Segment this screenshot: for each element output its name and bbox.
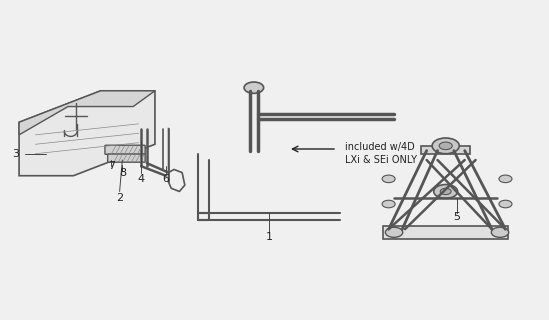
Circle shape (491, 227, 509, 237)
Bar (421, 146, 470, 154)
Circle shape (244, 82, 264, 93)
Polygon shape (19, 91, 155, 176)
Text: 8: 8 (119, 168, 126, 178)
Circle shape (432, 138, 460, 154)
Text: 1: 1 (266, 232, 272, 242)
Text: 5: 5 (453, 212, 460, 221)
Text: 6: 6 (163, 174, 169, 184)
FancyBboxPatch shape (105, 145, 145, 154)
Text: 4: 4 (138, 174, 145, 184)
Circle shape (382, 200, 395, 208)
Text: 7: 7 (108, 161, 115, 171)
Polygon shape (19, 91, 155, 135)
Circle shape (440, 188, 451, 195)
Text: 3: 3 (12, 149, 19, 159)
Circle shape (439, 142, 452, 150)
Text: 2: 2 (116, 193, 123, 203)
Circle shape (499, 200, 512, 208)
Text: included w/4D
LXi & SEi ONLY: included w/4D LXi & SEi ONLY (345, 142, 417, 165)
Circle shape (382, 175, 395, 183)
Circle shape (499, 175, 512, 183)
FancyBboxPatch shape (108, 154, 145, 162)
Circle shape (385, 227, 403, 237)
Circle shape (434, 185, 458, 198)
Polygon shape (383, 226, 508, 239)
